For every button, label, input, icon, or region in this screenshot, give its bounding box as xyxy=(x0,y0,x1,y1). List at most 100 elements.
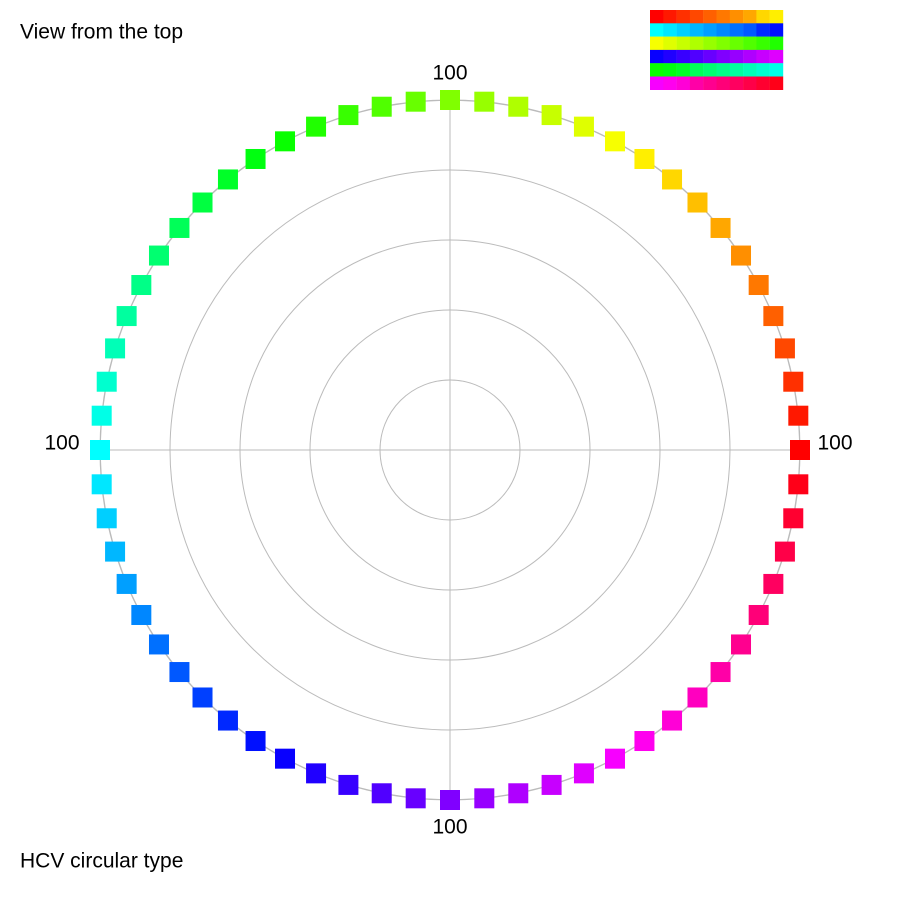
palette-cell xyxy=(769,10,784,24)
marker xyxy=(405,91,426,112)
marker xyxy=(96,371,117,392)
palette-cell xyxy=(769,49,784,64)
marker xyxy=(573,763,594,784)
palette-cell xyxy=(663,10,677,24)
marker xyxy=(91,405,112,426)
marker xyxy=(748,275,769,296)
marker xyxy=(634,148,655,169)
marker xyxy=(116,573,137,594)
r-label: 100 xyxy=(432,62,467,85)
palette-cell xyxy=(769,36,784,51)
marker xyxy=(508,783,529,804)
marker xyxy=(169,662,190,683)
marker xyxy=(217,169,238,190)
marker xyxy=(338,105,359,126)
marker xyxy=(783,508,804,529)
marker xyxy=(731,245,752,266)
marker xyxy=(774,338,795,359)
palette-cell xyxy=(743,76,757,90)
palette-cell xyxy=(650,49,664,64)
palette-cell xyxy=(689,10,704,24)
palette-cell xyxy=(716,10,730,24)
palette-cell xyxy=(716,23,730,37)
palette-cell xyxy=(703,49,717,64)
palette-cell xyxy=(769,63,784,77)
palette-cell xyxy=(769,23,784,37)
marker xyxy=(541,774,562,795)
marker xyxy=(245,731,266,752)
marker xyxy=(338,774,359,795)
palette-cell xyxy=(663,49,677,64)
palette-cell xyxy=(703,63,717,77)
marker xyxy=(687,687,708,708)
marker xyxy=(662,710,683,731)
palette-cell xyxy=(729,76,744,90)
marker xyxy=(371,96,392,117)
marker xyxy=(105,338,126,359)
marker xyxy=(788,405,809,426)
palette-cell xyxy=(703,76,717,90)
marker xyxy=(783,371,804,392)
palette-cell xyxy=(689,63,704,77)
palette-cell xyxy=(689,76,704,90)
marker xyxy=(306,116,327,137)
palette-cell xyxy=(716,36,730,51)
palette-cell xyxy=(703,36,717,51)
marker xyxy=(710,662,731,683)
palette-cell xyxy=(743,49,757,64)
marker xyxy=(604,131,625,152)
palette-cell xyxy=(729,63,744,77)
marker xyxy=(192,687,213,708)
palette-cell xyxy=(756,10,770,24)
marker xyxy=(508,96,529,117)
marker xyxy=(275,748,296,769)
marker xyxy=(541,105,562,126)
marker xyxy=(217,710,238,731)
palette-cell xyxy=(729,10,744,24)
palette-cell xyxy=(650,23,664,37)
palette-cell xyxy=(663,36,677,51)
palette-cell xyxy=(716,76,730,90)
palette-cell xyxy=(676,36,691,51)
marker xyxy=(90,440,110,460)
palette-cell xyxy=(676,63,691,77)
palette-cell xyxy=(756,49,770,64)
marker xyxy=(763,306,784,327)
palette-cell xyxy=(689,36,704,51)
marker xyxy=(573,116,594,137)
marker xyxy=(91,474,112,495)
palette-cell xyxy=(729,36,744,51)
palette-cell xyxy=(676,10,691,24)
palette-cell xyxy=(676,76,691,90)
r-label: 100 xyxy=(432,816,467,839)
marker xyxy=(687,192,708,213)
palette-cell xyxy=(743,36,757,51)
marker xyxy=(96,508,117,529)
palette-cell xyxy=(729,49,744,64)
marker xyxy=(116,306,137,327)
marker xyxy=(634,731,655,752)
marker xyxy=(662,169,683,190)
marker xyxy=(245,148,266,169)
palette-cell xyxy=(743,10,757,24)
palette-cell xyxy=(650,63,664,77)
marker xyxy=(275,131,296,152)
palette-cell xyxy=(756,23,770,37)
chart-title: View from the top xyxy=(20,21,183,44)
marker xyxy=(131,275,152,296)
marker xyxy=(731,634,752,655)
marker xyxy=(440,90,460,110)
palette-cell xyxy=(769,76,784,90)
marker xyxy=(604,748,625,769)
palette-cell xyxy=(716,49,730,64)
marker xyxy=(474,91,495,112)
marker xyxy=(788,474,809,495)
marker xyxy=(169,217,190,238)
marker xyxy=(105,541,126,562)
palette-cell xyxy=(743,23,757,37)
palette-cell xyxy=(689,23,704,37)
palette-cell xyxy=(650,36,664,51)
palette-cell xyxy=(703,23,717,37)
marker xyxy=(440,790,460,810)
marker xyxy=(131,604,152,625)
